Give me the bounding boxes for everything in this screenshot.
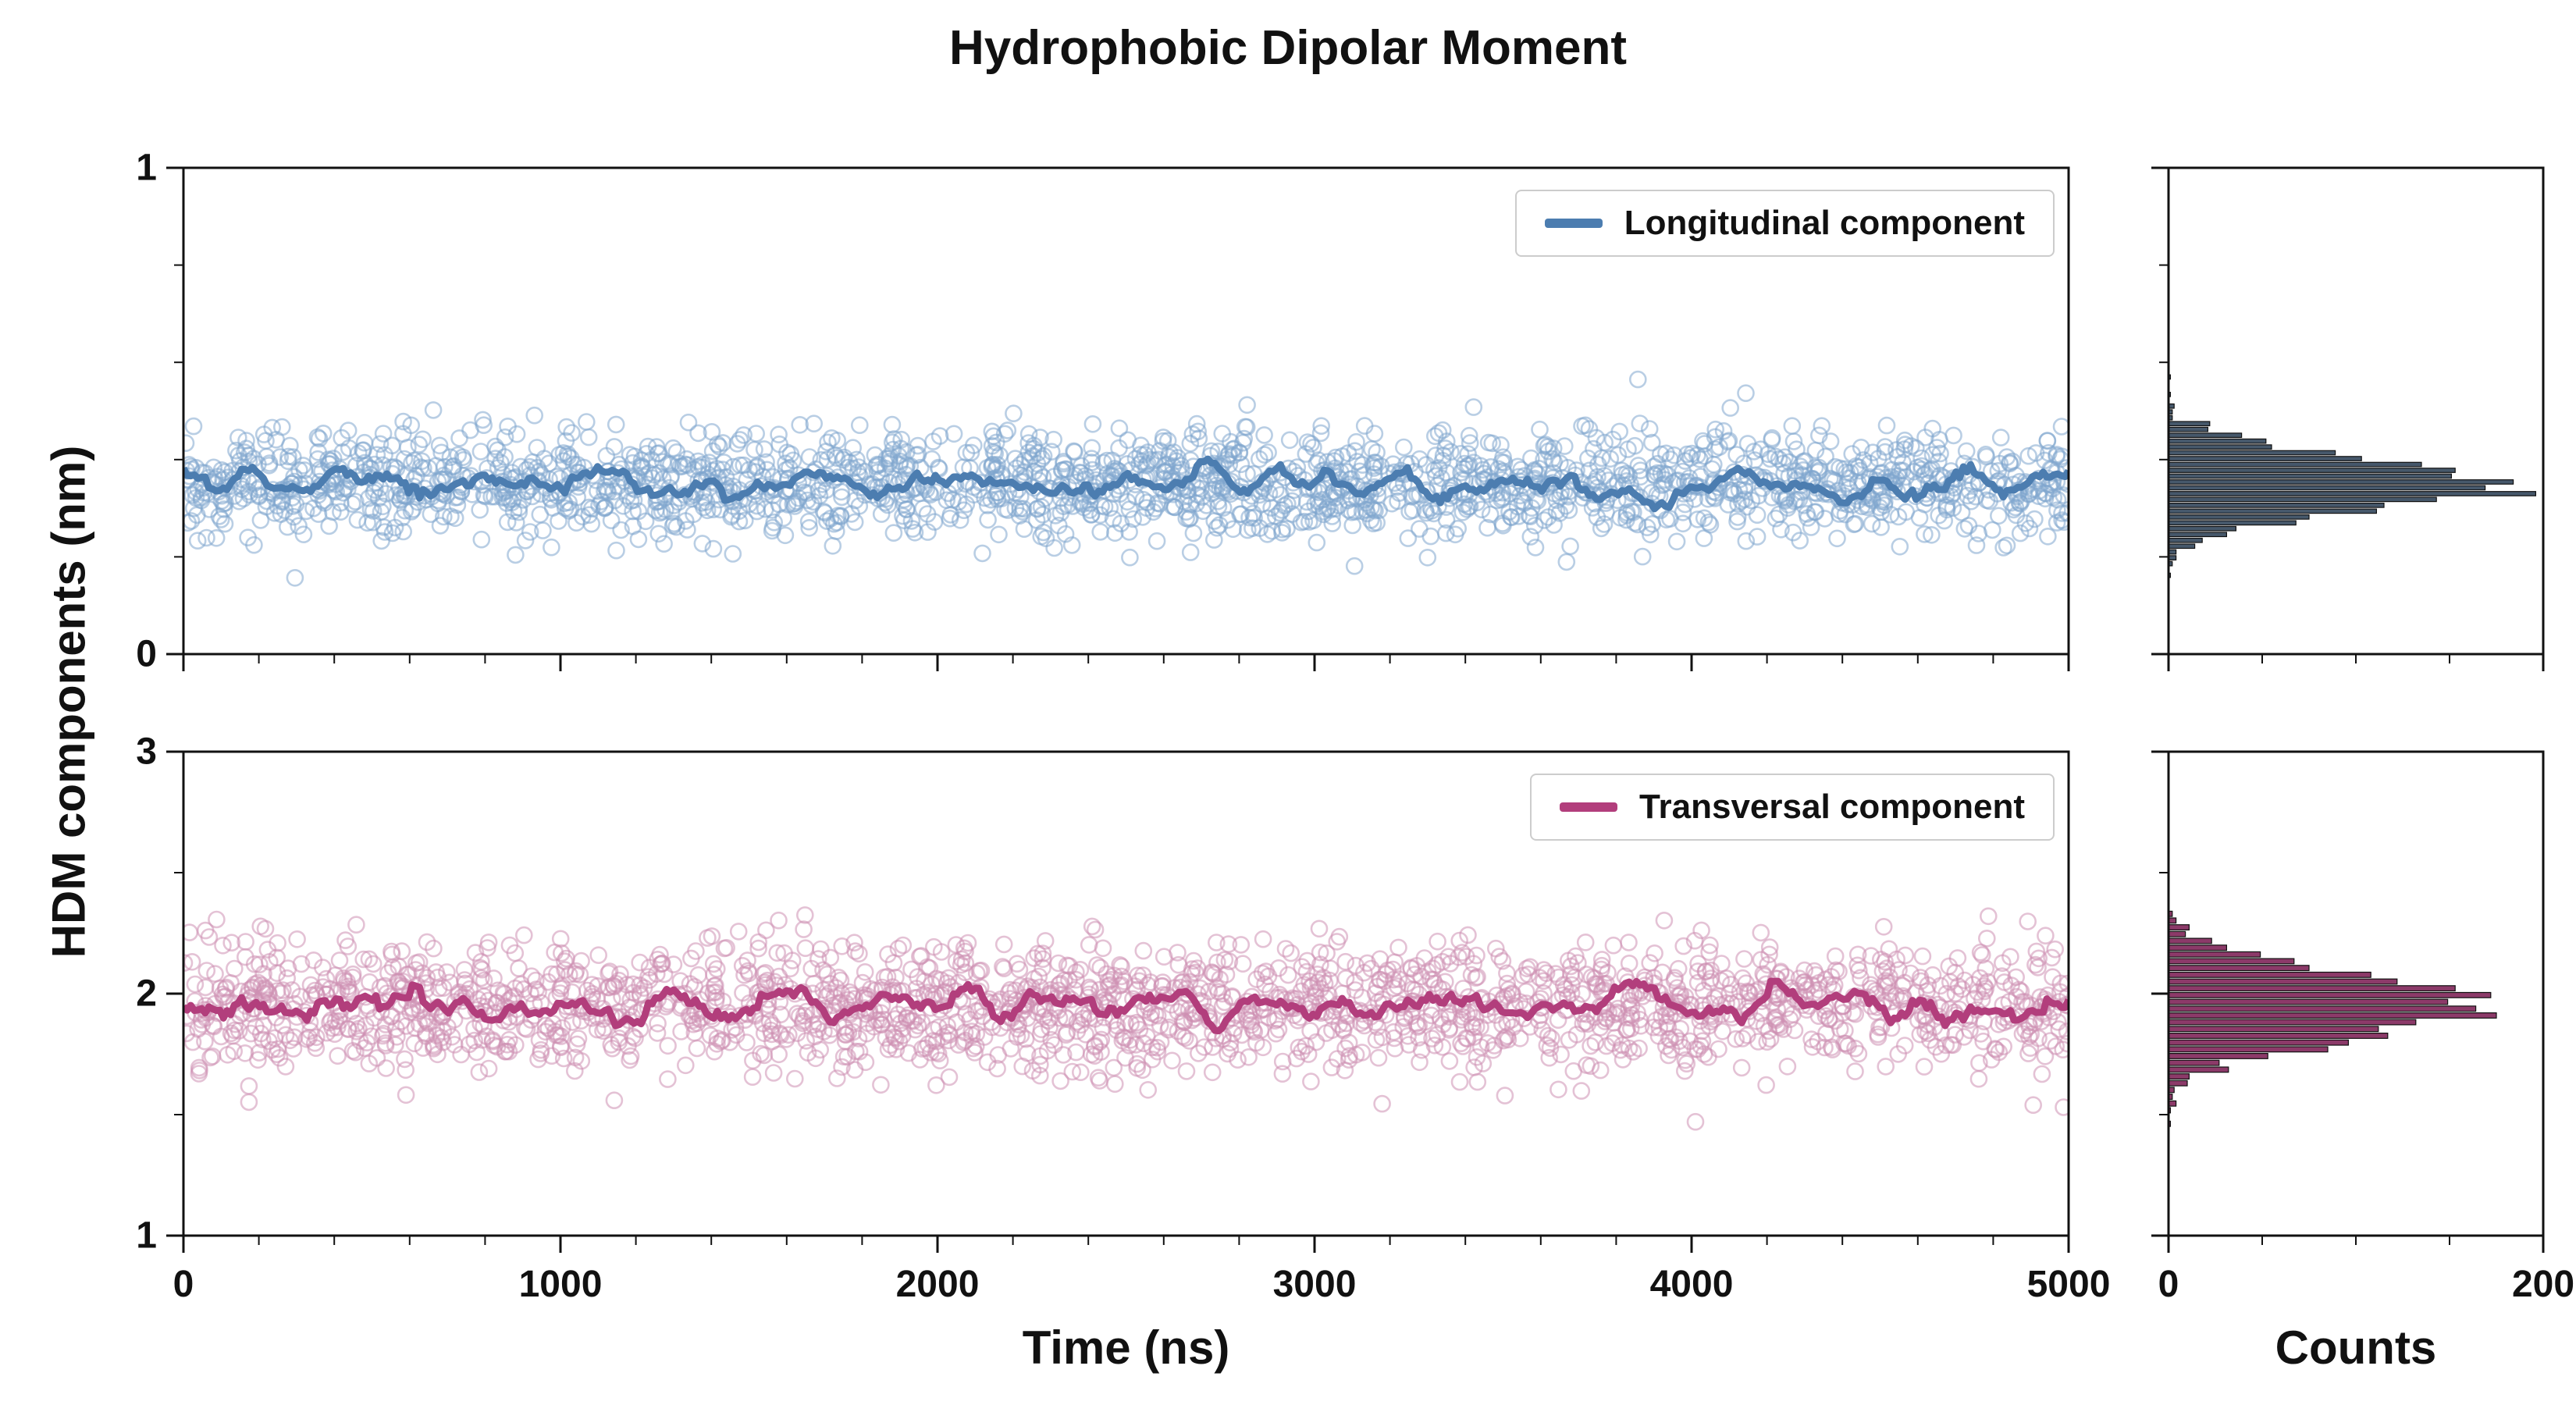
svg-text:3: 3 bbox=[136, 731, 157, 773]
svg-text:4000: 4000 bbox=[1650, 1264, 1734, 1305]
svg-text:200: 200 bbox=[2512, 1264, 2574, 1305]
svg-text:1: 1 bbox=[136, 1215, 157, 1257]
legend-longitudinal: Longitudinal component bbox=[1514, 190, 2055, 257]
svg-text:3000: 3000 bbox=[1273, 1264, 1357, 1305]
chart-title: Hydrophobic Dipolar Moment bbox=[949, 21, 1627, 75]
counts-axis-label: Counts bbox=[2275, 1321, 2437, 1374]
legend-label-transversal: Transversal component bbox=[1639, 788, 2025, 826]
svg-text:2000: 2000 bbox=[896, 1264, 980, 1305]
svg-text:0: 0 bbox=[173, 1264, 194, 1305]
svg-text:1: 1 bbox=[136, 148, 157, 189]
legend-label-longitudinal: Longitudinal component bbox=[1624, 204, 2025, 242]
legend-transversal: Transversal component bbox=[1530, 774, 2055, 841]
svg-text:1000: 1000 bbox=[519, 1264, 603, 1305]
svg-text:0: 0 bbox=[136, 634, 157, 675]
longitudinal-line-swatch bbox=[1544, 219, 1603, 228]
x-axis-label: Time (ns) bbox=[1022, 1321, 1230, 1374]
y-axis-label: HDM components (nm) bbox=[42, 445, 95, 959]
svg-text:0: 0 bbox=[2158, 1264, 2179, 1305]
transversal-line-swatch bbox=[1560, 802, 1618, 812]
svg-text:5000: 5000 bbox=[2027, 1264, 2111, 1305]
svg-text:2: 2 bbox=[136, 973, 157, 1015]
